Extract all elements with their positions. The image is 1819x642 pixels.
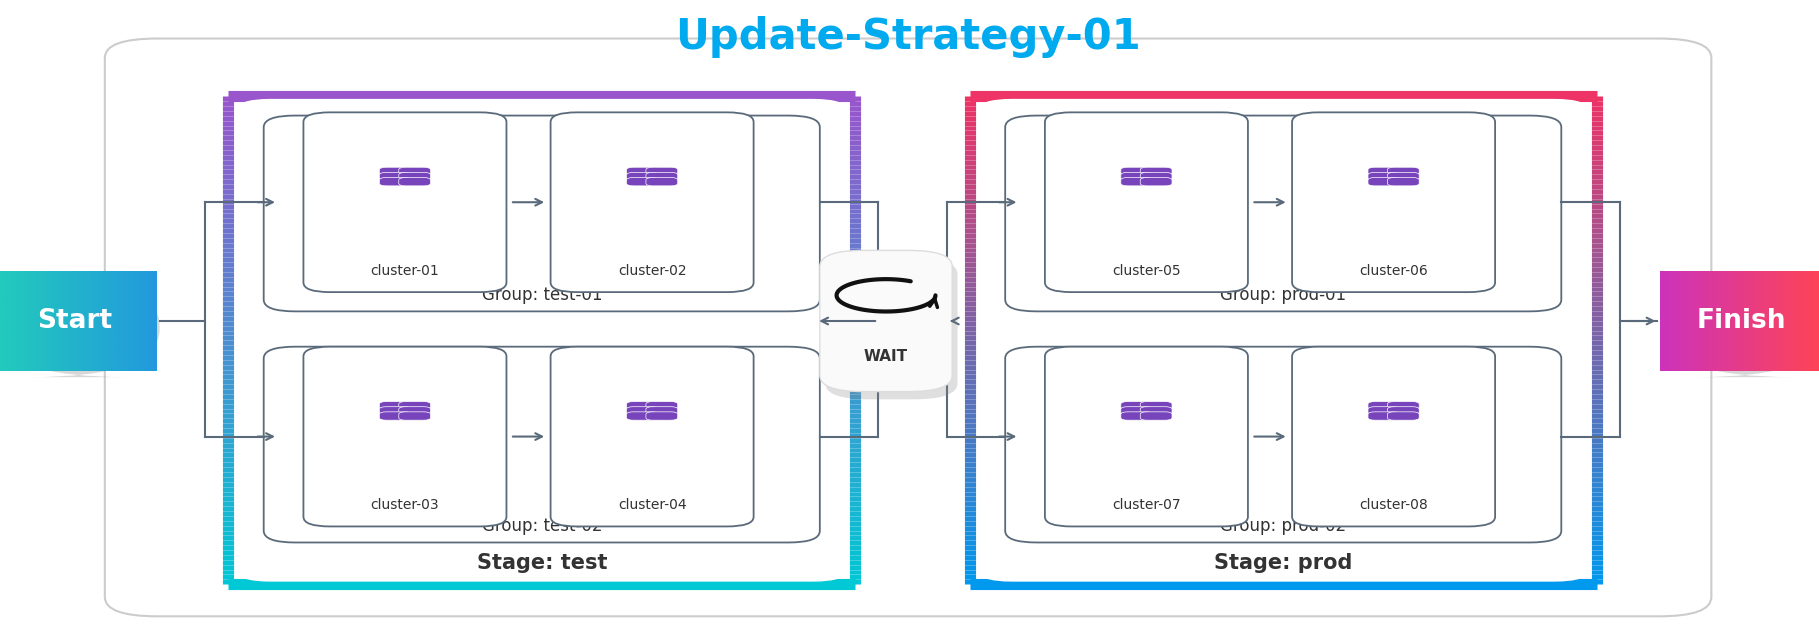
- FancyBboxPatch shape: [970, 96, 1597, 584]
- FancyBboxPatch shape: [380, 402, 411, 410]
- FancyBboxPatch shape: [1388, 412, 1419, 421]
- FancyBboxPatch shape: [1141, 172, 1171, 180]
- FancyBboxPatch shape: [646, 167, 678, 175]
- FancyBboxPatch shape: [551, 347, 753, 526]
- FancyBboxPatch shape: [1388, 177, 1419, 186]
- FancyBboxPatch shape: [264, 347, 820, 542]
- FancyBboxPatch shape: [626, 402, 658, 410]
- FancyBboxPatch shape: [626, 177, 658, 186]
- Text: Stage: prod: Stage: prod: [1213, 553, 1353, 573]
- Text: Finish: Finish: [1697, 308, 1786, 334]
- FancyBboxPatch shape: [229, 96, 855, 584]
- FancyBboxPatch shape: [398, 407, 431, 415]
- Text: Start: Start: [36, 308, 113, 334]
- FancyBboxPatch shape: [1006, 116, 1561, 311]
- FancyBboxPatch shape: [1121, 177, 1153, 186]
- FancyBboxPatch shape: [398, 412, 431, 421]
- Text: cluster-01: cluster-01: [371, 264, 440, 278]
- FancyBboxPatch shape: [1141, 167, 1171, 175]
- FancyBboxPatch shape: [1368, 402, 1401, 410]
- Text: Group: test-02: Group: test-02: [482, 517, 602, 535]
- Text: cluster-08: cluster-08: [1359, 498, 1428, 512]
- FancyBboxPatch shape: [1121, 407, 1153, 415]
- FancyBboxPatch shape: [646, 172, 678, 180]
- FancyBboxPatch shape: [1121, 172, 1153, 180]
- FancyBboxPatch shape: [1121, 402, 1153, 410]
- FancyBboxPatch shape: [398, 167, 431, 175]
- FancyBboxPatch shape: [304, 112, 506, 292]
- FancyBboxPatch shape: [398, 402, 431, 410]
- FancyBboxPatch shape: [626, 407, 658, 415]
- Text: Group: prod-01: Group: prod-01: [1221, 286, 1346, 304]
- FancyBboxPatch shape: [626, 172, 658, 180]
- Text: Group: prod-02: Group: prod-02: [1221, 517, 1346, 535]
- FancyBboxPatch shape: [1141, 177, 1171, 186]
- FancyBboxPatch shape: [380, 167, 411, 175]
- FancyBboxPatch shape: [1388, 402, 1419, 410]
- FancyBboxPatch shape: [551, 112, 753, 292]
- FancyBboxPatch shape: [380, 177, 411, 186]
- Text: cluster-04: cluster-04: [618, 498, 686, 512]
- Text: Group: test-01: Group: test-01: [482, 286, 602, 304]
- FancyBboxPatch shape: [626, 167, 658, 175]
- Text: cluster-03: cluster-03: [371, 498, 438, 512]
- FancyBboxPatch shape: [1006, 347, 1561, 542]
- FancyBboxPatch shape: [646, 412, 678, 421]
- FancyBboxPatch shape: [304, 347, 506, 526]
- FancyBboxPatch shape: [646, 402, 678, 410]
- FancyBboxPatch shape: [1121, 167, 1153, 175]
- FancyBboxPatch shape: [626, 412, 658, 421]
- Text: Update-Strategy-01: Update-Strategy-01: [675, 16, 1141, 58]
- FancyBboxPatch shape: [1368, 407, 1401, 415]
- FancyBboxPatch shape: [826, 258, 957, 399]
- FancyBboxPatch shape: [1121, 412, 1153, 421]
- FancyBboxPatch shape: [1368, 167, 1401, 175]
- FancyBboxPatch shape: [398, 172, 431, 180]
- Text: WAIT: WAIT: [864, 349, 908, 364]
- FancyBboxPatch shape: [1388, 167, 1419, 175]
- Text: cluster-02: cluster-02: [618, 264, 686, 278]
- FancyBboxPatch shape: [820, 250, 951, 392]
- FancyBboxPatch shape: [1141, 402, 1171, 410]
- FancyBboxPatch shape: [1664, 277, 1819, 377]
- Text: cluster-06: cluster-06: [1359, 264, 1428, 278]
- Text: cluster-07: cluster-07: [1111, 498, 1181, 512]
- FancyBboxPatch shape: [1141, 407, 1171, 415]
- FancyBboxPatch shape: [235, 99, 848, 582]
- FancyBboxPatch shape: [1044, 112, 1248, 292]
- FancyBboxPatch shape: [1291, 112, 1495, 292]
- FancyBboxPatch shape: [977, 99, 1590, 582]
- FancyBboxPatch shape: [398, 177, 431, 186]
- FancyBboxPatch shape: [1291, 347, 1495, 526]
- FancyBboxPatch shape: [0, 277, 160, 377]
- Text: Stage: test: Stage: test: [477, 553, 608, 573]
- FancyBboxPatch shape: [1044, 347, 1248, 526]
- FancyBboxPatch shape: [1368, 177, 1401, 186]
- Text: cluster-05: cluster-05: [1111, 264, 1181, 278]
- FancyBboxPatch shape: [1368, 172, 1401, 180]
- FancyBboxPatch shape: [380, 172, 411, 180]
- FancyBboxPatch shape: [1388, 407, 1419, 415]
- FancyBboxPatch shape: [380, 407, 411, 415]
- FancyBboxPatch shape: [646, 407, 678, 415]
- FancyBboxPatch shape: [1368, 412, 1401, 421]
- FancyBboxPatch shape: [264, 116, 820, 311]
- FancyBboxPatch shape: [380, 412, 411, 421]
- FancyBboxPatch shape: [646, 177, 678, 186]
- FancyBboxPatch shape: [1388, 172, 1419, 180]
- FancyBboxPatch shape: [106, 39, 1712, 616]
- FancyBboxPatch shape: [1141, 412, 1171, 421]
